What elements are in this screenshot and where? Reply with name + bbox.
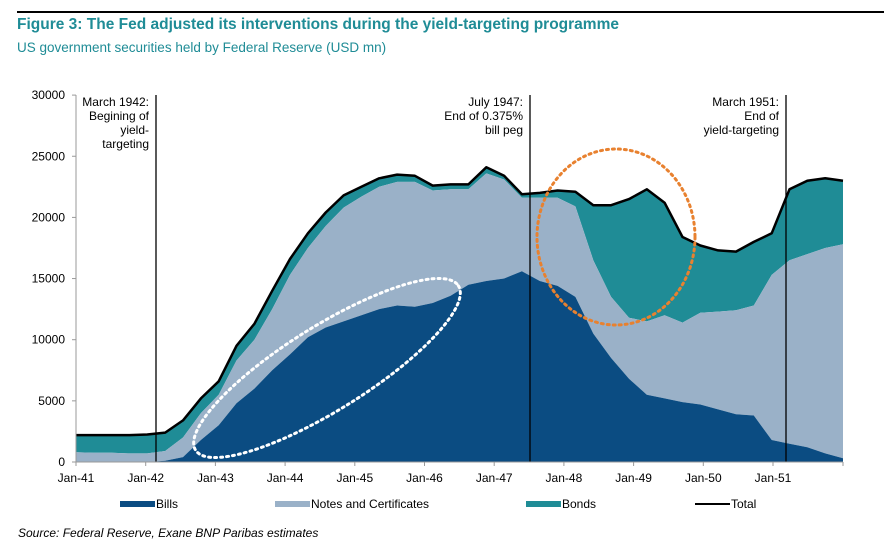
annotation-line: yield-targeting — [704, 123, 779, 137]
area-notes — [76, 173, 843, 462]
event-lines — [155, 95, 787, 462]
legend-swatch-notes — [275, 501, 310, 507]
x-tick-label: Jan-46 — [406, 471, 443, 485]
x-tick-label: Jan-50 — [685, 471, 722, 485]
legend-item-bonds: Bonds — [526, 497, 596, 511]
x-tick-label: Jan-47 — [476, 471, 513, 485]
legend-swatch-total — [695, 503, 730, 505]
axes: 0 5000 10000 15000 20000 25000 30000 Jan-41 Jan-… — [32, 88, 844, 485]
y-tick-label: 30000 — [32, 88, 66, 102]
annotation-line: Begining of — [89, 109, 150, 123]
white-dotted-ellipse — [192, 276, 462, 460]
x-tick-label: Jan-44 — [267, 471, 304, 485]
y-tick-label: 10000 — [32, 333, 66, 347]
y-tick-label: 0 — [58, 455, 65, 469]
legend-swatch-bills — [120, 501, 155, 507]
x-tick-label: Jan-45 — [336, 471, 373, 485]
area-bills — [76, 271, 843, 462]
legend-label-total: Total — [731, 497, 757, 511]
figure-title: Figure 3: The Fed adjusted its intervent… — [17, 16, 619, 33]
annotations: March 1942: Begining of yield-targetingJul… — [82, 95, 779, 151]
annotation-line: End of — [744, 109, 779, 123]
legend-item-total: Total — [695, 497, 756, 511]
annotation-line: yield- — [120, 123, 149, 137]
annotation-3: March 1951: End of yield-targeting — [704, 95, 780, 137]
y-tick-label: 20000 — [32, 210, 66, 224]
legend-label-bills: Bills — [156, 497, 179, 511]
x-tick-label: Jan-41 — [58, 471, 95, 485]
legend-swatch-bonds — [526, 501, 561, 507]
y-tick-label: 25000 — [32, 149, 66, 163]
annotation-line: targeting — [102, 137, 149, 151]
x-tick-label: Jan-42 — [127, 471, 164, 485]
orange-dotted-circle — [535, 147, 697, 327]
legend-label-bonds: Bonds — [562, 497, 597, 511]
annotation-2: July 1947: End of 0.375% bill peg — [444, 95, 523, 137]
area-layers — [76, 166, 844, 462]
annotation-line: March 1951: — [712, 95, 779, 109]
legend-item-bills: Bills — [120, 497, 178, 511]
annotation-line: March 1942: — [82, 95, 149, 109]
highlight-shapes — [192, 147, 697, 460]
annotation-line: End of 0.375% — [444, 109, 523, 123]
y-tick-label: 5000 — [38, 394, 65, 408]
legend-item-notes: Notes and Certificates — [275, 497, 429, 511]
figure-subtitle: US government securities held by Federal… — [17, 40, 387, 55]
y-tick-label: 15000 — [32, 272, 66, 286]
line-total — [76, 166, 844, 437]
source-note: Source: Federal Reserve, Exane BNP Parib… — [18, 526, 319, 540]
x-tick-label: Jan-48 — [546, 471, 583, 485]
area-bonds — [76, 167, 843, 454]
legend: Bills Notes and Certificates Bonds Total — [0, 497, 884, 513]
annotation-1: March 1942: Begining of yield-targeting — [82, 95, 149, 151]
top-rule — [17, 11, 884, 13]
legend-label-notes: Notes and Certificates — [311, 497, 430, 511]
x-tick-label: Jan-43 — [197, 471, 234, 485]
annotation-line: bill peg — [485, 123, 523, 137]
annotation-line: July 1947: — [468, 95, 523, 109]
x-tick-label: Jan-51 — [755, 471, 792, 485]
x-tick-label: Jan-49 — [615, 471, 652, 485]
